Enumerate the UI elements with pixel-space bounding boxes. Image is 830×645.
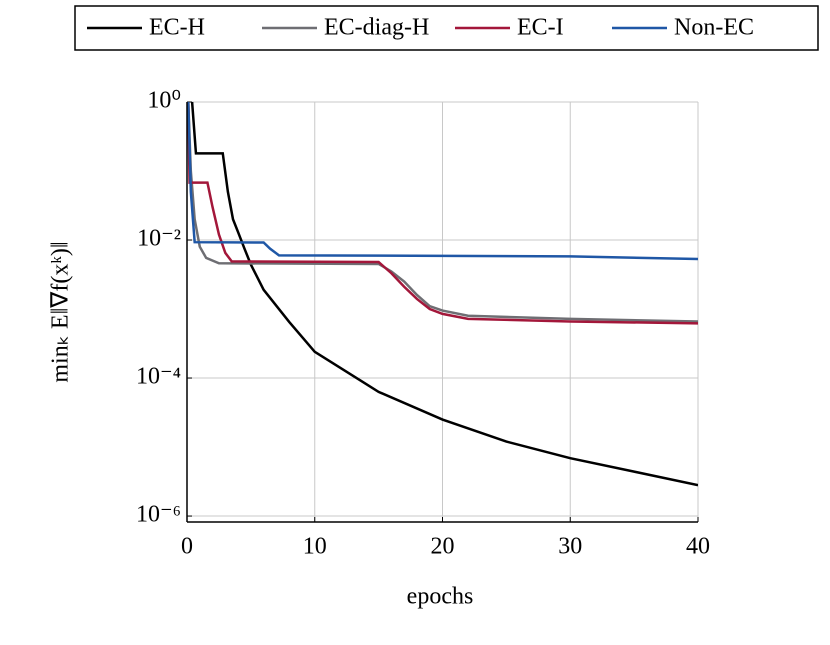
y-axis-label: minₖ E‖∇f(xᵏ)‖ <box>48 241 74 382</box>
x-tick-label: 0 <box>181 534 193 560</box>
x-tick-label: 40 <box>686 534 710 560</box>
series-line <box>187 102 698 323</box>
x-tick-label: 20 <box>431 534 455 560</box>
legend-label: EC-diag-H <box>324 15 429 41</box>
x-axis-label: epochs <box>407 584 474 610</box>
legend-label: EC-H <box>149 15 205 41</box>
legend-label: Non-EC <box>674 15 754 41</box>
legend-label: EC-I <box>517 15 564 41</box>
y-tick-label: 10⁻² <box>137 226 181 252</box>
series-line <box>187 102 698 261</box>
series-line <box>187 102 698 325</box>
x-tick-label: 30 <box>558 534 582 560</box>
series-line <box>190 102 698 487</box>
legend-box <box>74 5 819 51</box>
y-tick-label: 10⁻⁶ <box>136 502 181 528</box>
x-tick-label: 10 <box>303 534 327 560</box>
y-tick-label: 10⁰ <box>147 88 181 114</box>
y-tick-label: 10⁻⁴ <box>136 364 181 390</box>
